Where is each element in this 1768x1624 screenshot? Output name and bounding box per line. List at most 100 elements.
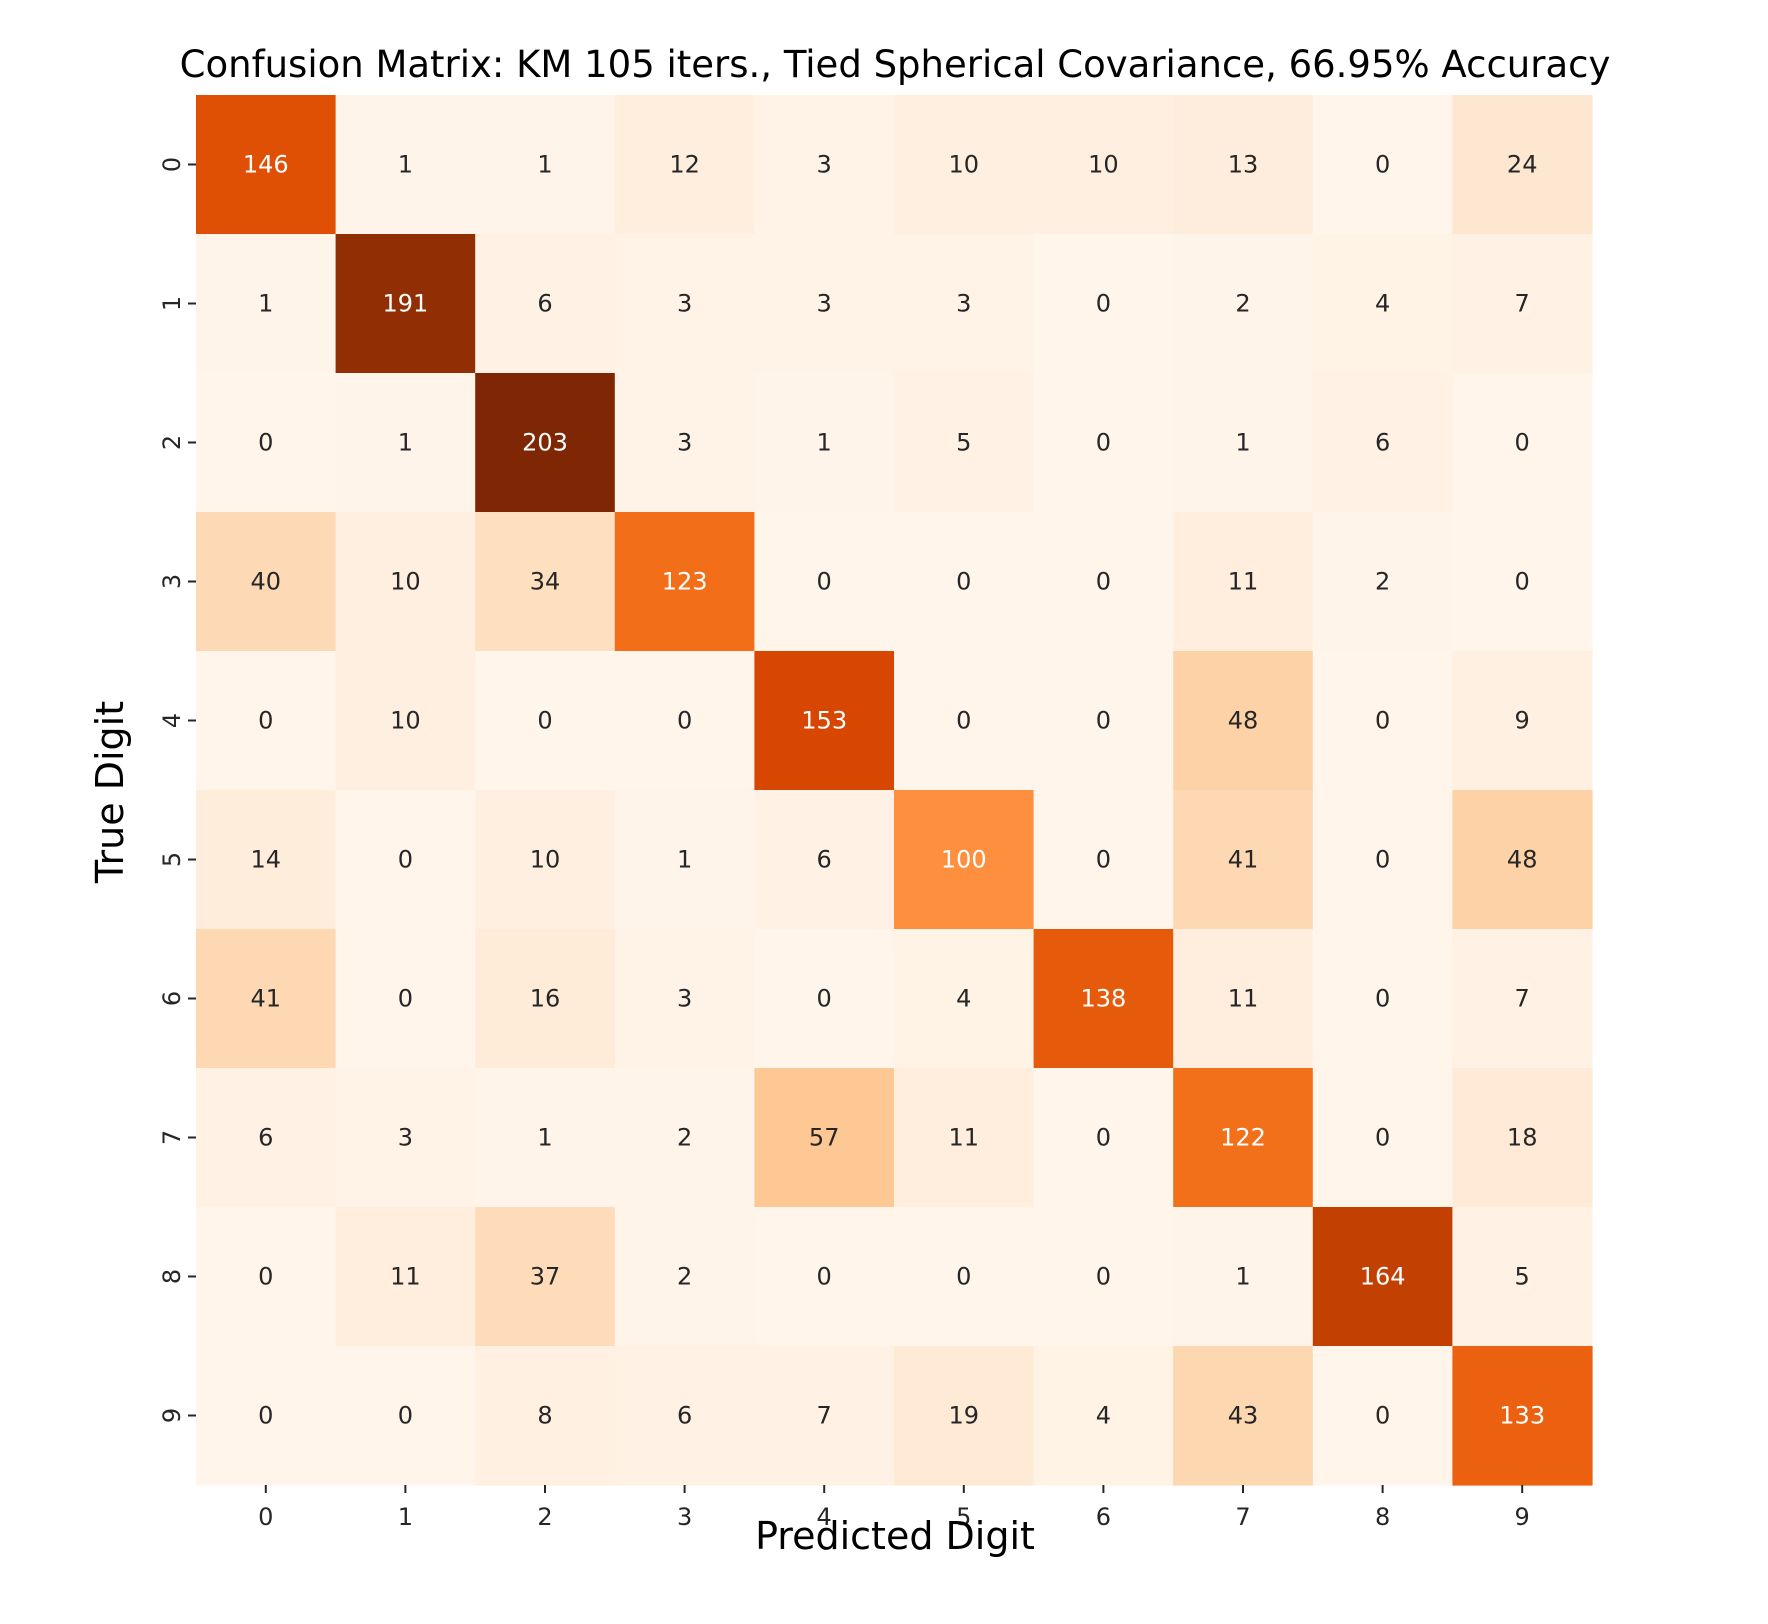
cell-value-7-9: 18 — [1507, 1124, 1538, 1152]
y-tick-label-7: 7 — [158, 1130, 186, 1145]
heatmap-cell-0-6 — [1033, 95, 1174, 235]
x-tick-label-0: 0 — [258, 1503, 273, 1531]
heatmap-cell-4-9 — [1452, 651, 1593, 791]
heatmap-cell-4-2 — [475, 651, 616, 791]
heatmap-cell-0-4 — [754, 95, 895, 235]
cell-value-5-8: 0 — [1375, 846, 1390, 874]
cell-value-1-4: 3 — [817, 290, 832, 318]
cell-value-8-1: 11 — [390, 1263, 421, 1291]
heatmap-cell-8-5 — [894, 1207, 1035, 1347]
cell-value-9-2: 8 — [537, 1402, 552, 1430]
cell-value-8-2: 37 — [530, 1263, 561, 1291]
x-tick-label-3: 3 — [677, 1503, 692, 1531]
heatmap-cell-2-8 — [1312, 373, 1453, 513]
heatmap-cell-5-8 — [1312, 790, 1453, 930]
heatmap-cell-6-5 — [894, 929, 1035, 1069]
cell-value-0-2: 1 — [537, 151, 552, 179]
y-tick-label-6: 6 — [158, 991, 186, 1006]
cell-value-1-0: 1 — [258, 290, 273, 318]
cell-value-9-1: 0 — [398, 1402, 413, 1430]
cell-value-0-7: 13 — [1228, 151, 1259, 179]
heatmap-cell-9-2 — [475, 1346, 616, 1486]
cell-value-8-5: 0 — [956, 1263, 971, 1291]
cell-value-3-5: 0 — [956, 568, 971, 596]
heatmap-cell-8-6 — [1033, 1207, 1174, 1347]
heatmap-cell-8-8 — [1312, 1207, 1453, 1347]
heatmap-cell-6-7 — [1173, 929, 1314, 1069]
cell-value-5-2: 10 — [530, 846, 561, 874]
heatmap-annotations: 146 1 1 12 3 10 10 13 0 241 191 6 3 3 3 0 2 4 70 1 203 3 1 5 0 1 6… — [243, 151, 1545, 1430]
heatmap-cell-1-5 — [894, 234, 1035, 374]
cell-value-4-0: 0 — [258, 707, 273, 735]
cell-value-0-9: 24 — [1507, 151, 1538, 179]
cell-value-0-6: 10 — [1088, 151, 1119, 179]
heatmap-cell-2-0 — [196, 373, 337, 513]
heatmap-cell-9-9 — [1452, 1346, 1593, 1486]
heatmap-cell-1-2 — [475, 234, 616, 374]
cell-value-6-4: 0 — [817, 985, 832, 1013]
cell-value-0-5: 10 — [949, 151, 980, 179]
heatmap-cell-8-4 — [754, 1207, 895, 1347]
cell-value-4-3: 0 — [677, 707, 692, 735]
cell-value-7-8: 0 — [1375, 1124, 1390, 1152]
y-tick-label-5: 5 — [158, 852, 186, 867]
heatmap-cell-9-6 — [1033, 1346, 1174, 1486]
heatmap-cell-3-2 — [475, 512, 616, 652]
heatmap-cell-2-2 — [475, 373, 616, 513]
y-tick-label-3: 3 — [158, 574, 186, 589]
cell-value-4-9: 9 — [1515, 707, 1530, 735]
cell-value-8-4: 0 — [817, 1263, 832, 1291]
cell-value-9-8: 0 — [1375, 1402, 1390, 1430]
cell-value-6-1: 0 — [398, 985, 413, 1013]
cell-value-6-0: 41 — [251, 985, 282, 1013]
cell-value-7-0: 6 — [258, 1124, 273, 1152]
cell-value-3-3: 123 — [662, 568, 708, 596]
heatmap-cell-1-3 — [614, 234, 755, 374]
cell-value-1-7: 2 — [1235, 290, 1250, 318]
cell-value-7-4: 57 — [809, 1124, 840, 1152]
heatmap-cell-5-6 — [1033, 790, 1174, 930]
cell-value-3-0: 40 — [251, 568, 282, 596]
cell-value-9-9: 133 — [1499, 1402, 1545, 1430]
heatmap-cell-3-9 — [1452, 512, 1593, 652]
cell-value-1-2: 6 — [537, 290, 552, 318]
cell-value-3-1: 10 — [390, 568, 421, 596]
x-tick-label-1: 1 — [398, 1503, 413, 1531]
cell-value-7-5: 11 — [949, 1124, 980, 1152]
cell-value-0-8: 0 — [1375, 151, 1390, 179]
heatmap-cell-0-3 — [614, 95, 755, 235]
cell-value-3-6: 0 — [1096, 568, 1111, 596]
heatmap-cell-9-7 — [1173, 1346, 1314, 1486]
heatmap-cell-8-1 — [335, 1207, 476, 1347]
cell-value-2-2: 203 — [522, 429, 568, 457]
heatmap-cell-6-3 — [614, 929, 755, 1069]
cell-value-4-7: 48 — [1228, 707, 1259, 735]
cell-value-7-2: 1 — [537, 1124, 552, 1152]
cell-value-6-7: 11 — [1228, 985, 1259, 1013]
heatmap-cell-7-6 — [1033, 1068, 1174, 1208]
heatmap-cell-2-6 — [1033, 373, 1174, 513]
heatmap-cell-9-1 — [335, 1346, 476, 1486]
cell-value-3-2: 34 — [530, 568, 561, 596]
heatmap-cell-4-5 — [894, 651, 1035, 791]
cell-value-9-4: 7 — [817, 1402, 832, 1430]
heatmap-cell-9-4 — [754, 1346, 895, 1486]
cell-value-8-7: 1 — [1235, 1263, 1250, 1291]
heatmap-cell-5-2 — [475, 790, 616, 930]
heatmap-cell-0-0 — [196, 95, 337, 235]
cell-value-9-7: 43 — [1228, 1402, 1259, 1430]
heatmap-cell-2-9 — [1452, 373, 1593, 513]
y-tick-label-4: 4 — [158, 713, 186, 728]
heatmap-cell-5-9 — [1452, 790, 1593, 930]
x-tick-label-9: 9 — [1515, 1503, 1530, 1531]
heatmap-cell-4-7 — [1173, 651, 1314, 791]
cell-value-1-3: 3 — [677, 290, 692, 318]
cell-value-2-8: 6 — [1375, 429, 1390, 457]
cell-value-8-8: 164 — [1360, 1263, 1406, 1291]
heatmap-cell-0-1 — [335, 95, 476, 235]
heatmap-cell-5-5 — [894, 790, 1035, 930]
heatmap-cell-2-1 — [335, 373, 476, 513]
y-tick-label-0: 0 — [158, 157, 186, 172]
cell-value-4-2: 0 — [537, 707, 552, 735]
cell-value-4-4: 153 — [801, 707, 847, 735]
